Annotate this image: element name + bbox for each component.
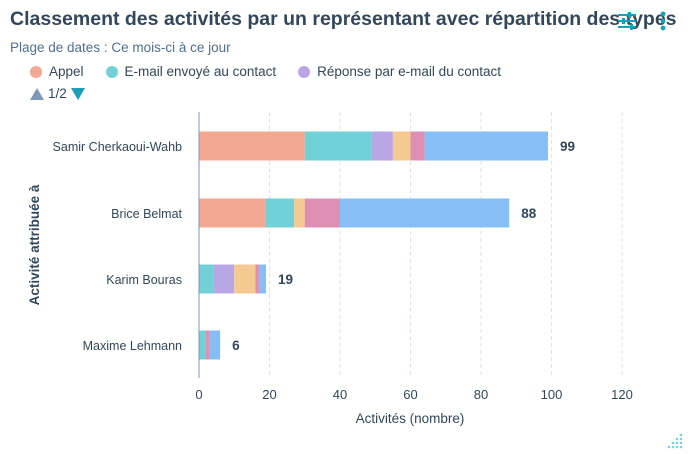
bar-total-label: 6 [232,338,240,353]
legend-pager: 1/2 [30,86,85,101]
bar-segment [340,198,510,228]
bar-segment [199,131,305,161]
x-tick-label: 40 [333,387,347,402]
legend-page-indicator: 1/2 [48,86,67,101]
bar-segment [199,264,214,294]
bar-segment [392,131,411,161]
x-tick-label: 120 [611,387,633,402]
legend-label: Réponse par e-mail du contact [317,64,501,79]
legend-label: Appel [49,64,84,79]
bar-segment [304,198,340,228]
bar-segment [410,131,425,161]
bar-segment [234,264,256,294]
legend-swatch [30,65,42,78]
x-axis-label: Activités (nombre) [356,411,465,426]
bar-segment [294,198,305,228]
category-label: Samir Cherkaoui-Wahb [53,140,182,154]
bar-segment [213,264,235,294]
header-actions [616,10,674,32]
y-axis-label: Activité attribuée à [27,184,42,305]
resize-grip-icon[interactable] [662,428,684,450]
x-tick-label: 80 [474,387,488,402]
bar-segment [199,330,207,360]
sliders-icon[interactable] [616,10,638,32]
more-vertical-icon[interactable] [652,10,674,32]
legend-item-email-sent[interactable]: E-mail envoyé au contact [105,64,277,79]
category-label: Brice Belmat [111,207,182,221]
bar-segment [255,264,259,294]
legend-item-appel[interactable]: Appel [30,64,84,79]
x-tick-label: 100 [541,387,563,402]
bar-segment [209,330,221,360]
x-tick-label: 20 [262,387,276,402]
bar-total-label: 19 [278,272,293,287]
bar-total-label: 99 [560,139,575,154]
bar-segment [424,131,548,161]
page-up-icon[interactable] [30,87,44,100]
bar-segment [371,131,393,161]
chart-legend: Appel E-mail envoyé au contact Réponse p… [30,64,501,79]
legend-swatch [105,65,118,78]
bar-segment [304,131,372,161]
legend-label: E-mail envoyé au contact [124,64,277,79]
bar-segment [206,330,210,360]
bar-segment [265,198,295,228]
x-tick-label: 0 [195,387,202,402]
legend-swatch [298,65,311,78]
date-range-label: Plage de dates : Ce mois-ci à ce jour [10,40,231,55]
chart-title: Classement des activités par un représen… [10,8,677,30]
category-label: Karim Bouras [106,273,182,287]
page-down-icon[interactable] [70,87,85,100]
bar-segment [258,264,266,294]
category-label: Maxime Lehmann [83,339,182,353]
x-tick-label: 60 [403,387,417,402]
legend-item-email-reply[interactable]: Réponse par e-mail du contact [298,64,501,79]
bar-total-label: 88 [521,206,537,221]
bar-segment [199,198,266,228]
